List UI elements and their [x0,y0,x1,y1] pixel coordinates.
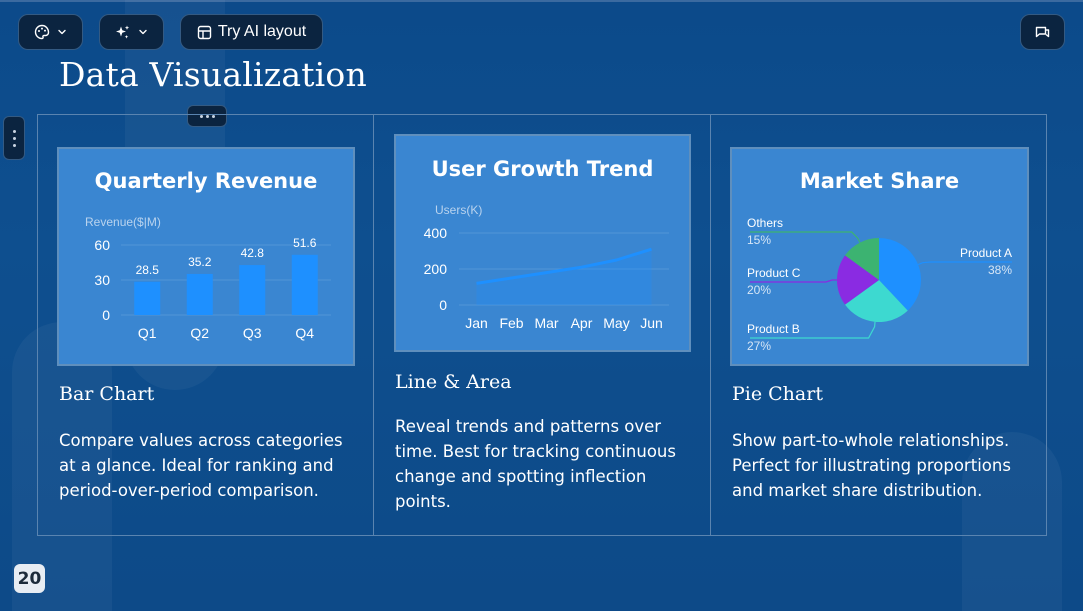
data-label: 42.8 [241,246,265,260]
card-description: Show part-to-whole relationships. Perfec… [732,431,1011,500]
chart-title: User Growth Trend [431,157,654,181]
comment-icon [1035,26,1050,37]
chevron-down-icon [57,29,66,35]
y-tick-label: 200 [424,261,448,277]
data-label: 35.2 [188,255,212,269]
divider [373,114,374,536]
x-tick-label: Jan [465,315,488,331]
line-chart-panel[interactable]: User Growth Trend Users(K) 0 200 400 Jan Feb M… [394,134,691,352]
line-chart: Users(K) 0 200 400 Jan Feb Mar Apr May Jun [424,203,669,331]
chart-title: Quarterly Revenue [94,169,318,193]
page-number: 20 [14,564,45,593]
slide-title[interactable]: Data Visualization [59,55,367,94]
bar [239,265,266,315]
card-grid [37,114,1047,536]
drag-handle[interactable] [187,105,227,127]
x-tick-label: Q1 [138,325,157,341]
x-tick-label: May [603,315,629,331]
slice-percent: 27% [747,339,771,353]
y-tick-label: 30 [94,272,110,288]
slice-percent: 20% [747,283,771,297]
pie-slice [879,238,921,311]
pie-chart-panel[interactable]: Market Share Product A 38% Product B 27% Pro… [730,147,1029,366]
bar [291,254,318,315]
x-tick-label: Feb [499,315,523,331]
try-ai-layout-label: Try AI layout [217,23,307,40]
background-decoration [962,432,1062,611]
pie-slice [845,280,908,322]
pie-slice [837,255,879,305]
card-heading: Pie Chart [732,383,823,405]
slice-name: Product B [747,322,800,336]
x-tick-label: Apr [571,315,593,331]
layout-icon [197,25,212,39]
y-tick-label: 400 [424,225,448,241]
palette-icon [34,24,49,40]
leader-line [750,231,861,243]
slice-percent: 15% [747,233,771,247]
data-label: 51.6 [293,236,317,250]
divider [710,114,711,536]
pie-slice [845,238,879,280]
comment-button[interactable] [1020,14,1065,50]
data-label: 28.5 [136,263,160,277]
bar [186,273,213,315]
series-line [476,247,652,285]
bar-chart: Revenue($|M) 0 30 60 28.5 Q1 35.2 Q2 42.8 Q3 51.6 Q… [85,215,331,341]
chevron-down-icon [139,29,147,35]
leader-line [917,261,1012,266]
slice-name: Product C [747,266,801,280]
magic-button[interactable] [99,14,164,50]
card-heading: Bar Chart [59,383,155,405]
pie-chart: Product A 38% Product B 27% Product C 20% Othe… [747,216,1012,353]
try-ai-layout-button[interactable]: Try AI layout [180,14,323,50]
y-tick-label: 0 [102,307,110,323]
slide-drag-handle[interactable] [3,116,25,160]
x-tick-label: Jun [640,315,663,331]
slice-name: Product A [960,246,1012,260]
card-heading: Line & Area [395,371,512,393]
y-axis-label: Users(K) [435,203,482,217]
leader-line [750,321,876,339]
x-tick-label: Q3 [243,325,262,341]
card-description: Compare values across categories at a gl… [59,431,343,500]
window-top-border [0,0,1083,2]
background-decoration [12,322,112,611]
leader-line [750,279,837,283]
x-tick-label: Q4 [295,325,314,341]
bar [134,281,161,315]
sparkles-icon [116,25,130,39]
bar-chart-panel[interactable]: Quarterly Revenue Revenue($|M) 0 30 60 28.5 Q… [57,147,355,366]
y-tick-label: 60 [94,237,110,253]
slice-percent: 38% [988,263,1012,277]
y-axis-label: Revenue($|M) [85,215,161,229]
chart-title: Market Share [799,169,960,193]
theme-button[interactable] [18,14,83,50]
slice-name: Others [747,216,783,230]
x-tick-label: Q2 [190,325,209,341]
x-tick-label: Mar [534,315,558,331]
y-tick-label: 0 [439,297,447,313]
card-description: Reveal trends and patterns over time. Be… [395,417,676,511]
